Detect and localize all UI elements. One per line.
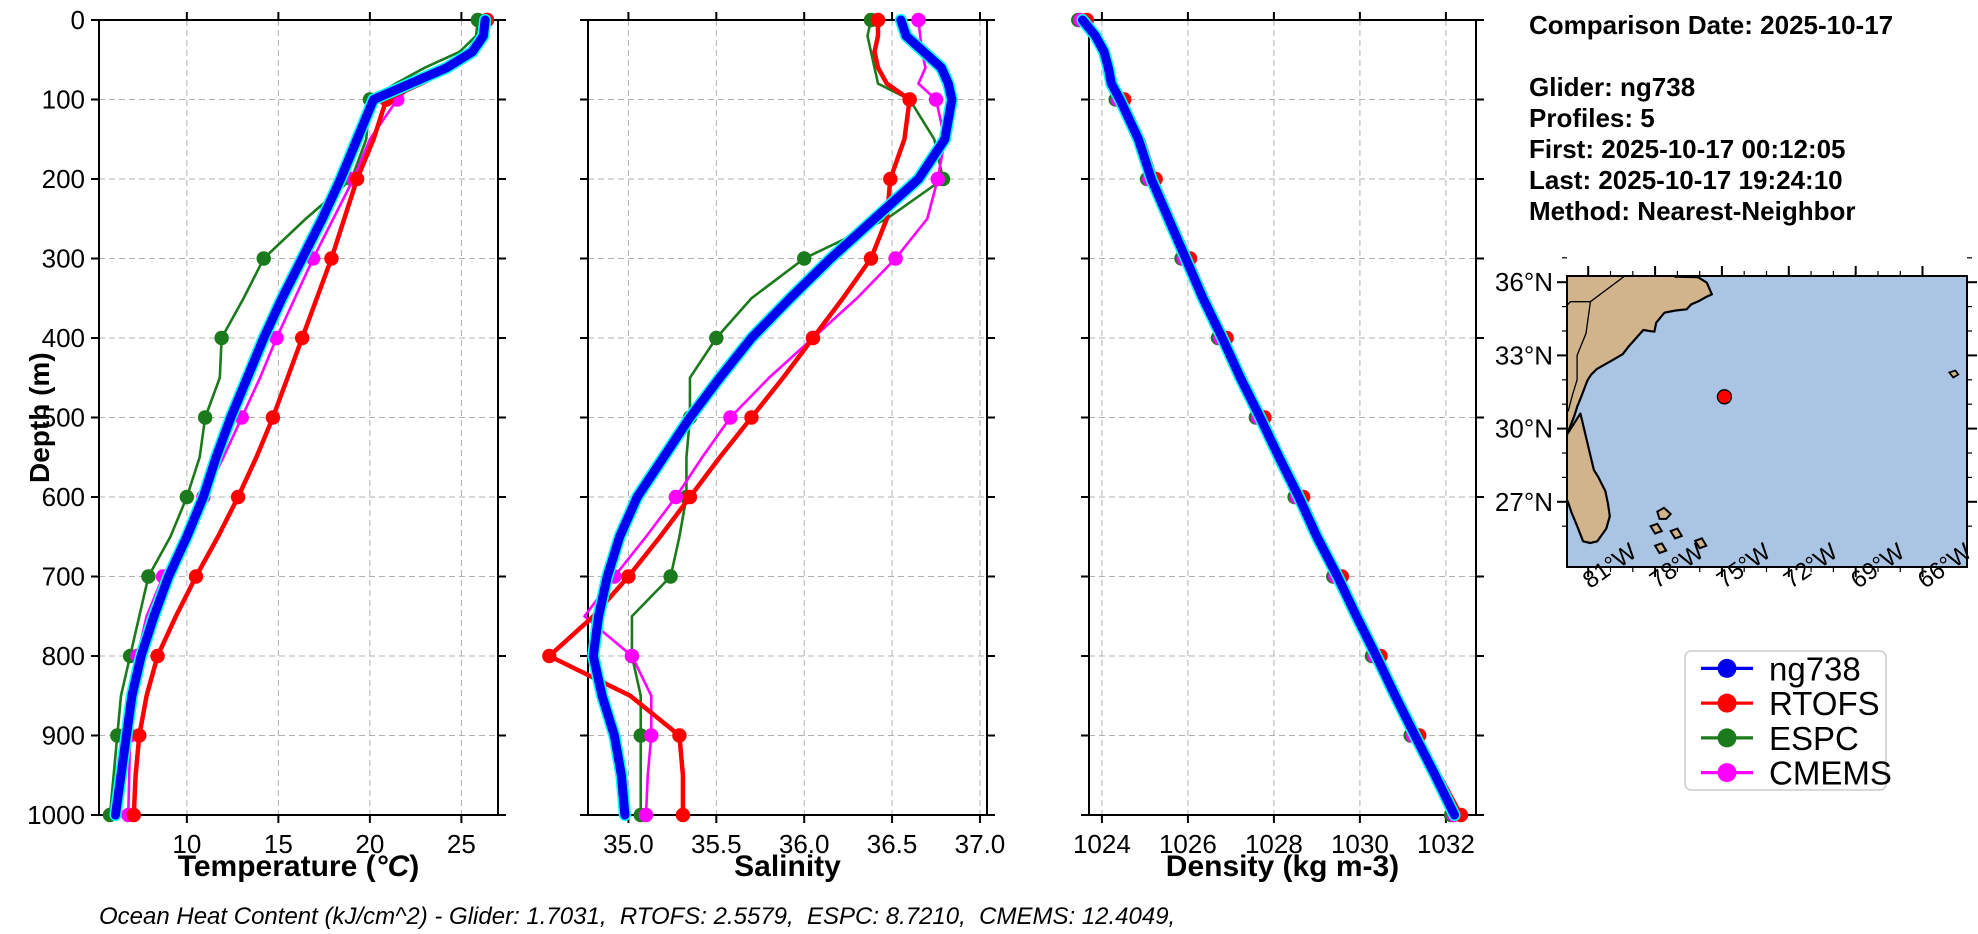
svg-text:ng738: ng738	[1769, 650, 1861, 687]
svg-text:CMEMS: CMEMS	[1769, 755, 1892, 792]
svg-text:27°N: 27°N	[1495, 487, 1553, 517]
svg-text:33°N: 33°N	[1495, 340, 1553, 370]
svg-text:30°N: 30°N	[1495, 414, 1553, 444]
svg-text:ESPC: ESPC	[1769, 720, 1859, 757]
svg-text:RTOFS: RTOFS	[1769, 685, 1880, 722]
svg-text:36°N: 36°N	[1495, 267, 1553, 297]
